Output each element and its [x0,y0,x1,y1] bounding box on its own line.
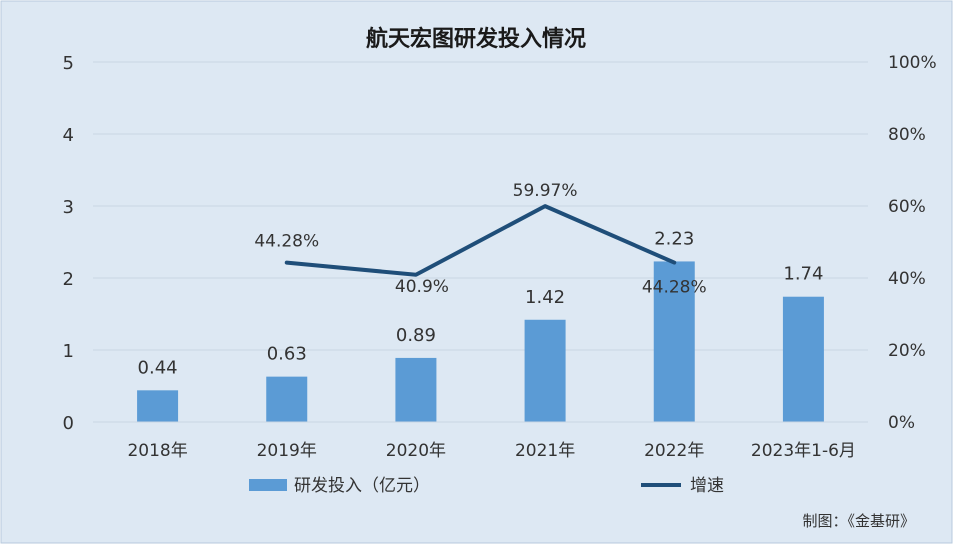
y-right-tick-label: 20% [888,341,926,361]
bar-data-label: 0.89 [396,325,436,346]
legend: 研发投入（亿元） 增速 [249,476,724,496]
y-left-tick-label: 2 [63,269,74,290]
line-series: 44.28% 40.9% 59.97% 44.28% [254,181,706,297]
legend-label-bar: 研发投入（亿元） [294,476,430,496]
bar [524,319,566,422]
line-data-label: 40.9% [395,277,449,297]
bar [137,390,179,422]
y-left-tick-label: 4 [63,125,74,146]
x-tick-label: 2022年 [644,441,704,461]
bar [653,261,695,422]
line-data-label: 44.28% [254,232,319,252]
source-note: 制图：《金基研》 [802,512,915,530]
x-tick-label: 2018年 [127,441,187,461]
y-left-tick-label: 0 [63,413,74,434]
bar-series: 0.44 0.63 0.89 1.42 2.23 1.74 [137,228,824,422]
x-tick-label: 2020年 [386,441,446,461]
x-tick-label: 2021年 [515,441,575,461]
y-right-tick-label: 40% [888,269,926,289]
bar-data-label: 1.74 [783,264,823,285]
line-data-label: 44.28% [642,278,707,298]
bar-data-label: 1.42 [525,287,565,308]
y-left-tick-label: 5 [63,53,74,74]
bar [266,376,308,422]
bar-data-label: 0.63 [267,344,307,365]
bar [395,357,437,422]
x-tick-label: 2019年 [257,441,317,461]
chart-title: 航天宏图研发投入情况 [366,26,586,52]
y-right-tick-label: 0% [888,413,915,433]
growth-line [284,204,677,277]
legend-swatch-bar [249,479,287,491]
y-right-tick-label: 60% [888,197,926,217]
line-data-label: 59.97% [513,181,578,201]
legend-label-line: 增速 [690,476,724,496]
y-left-tick-label: 3 [63,197,74,218]
bar-data-label: 2.23 [654,228,694,249]
axes: 0 1 2 3 4 5 0% 20% 40% 60% 80% 100% 2018年 2019年 2020年 2… [63,53,937,461]
y-left-tick-label: 1 [63,341,74,362]
bar [782,296,824,422]
bar-data-label: 0.44 [138,357,178,378]
x-tick-label: 2023年1-6月 [751,441,856,461]
y-right-tick-label: 100% [888,53,937,73]
y-right-tick-label: 80% [888,125,926,145]
